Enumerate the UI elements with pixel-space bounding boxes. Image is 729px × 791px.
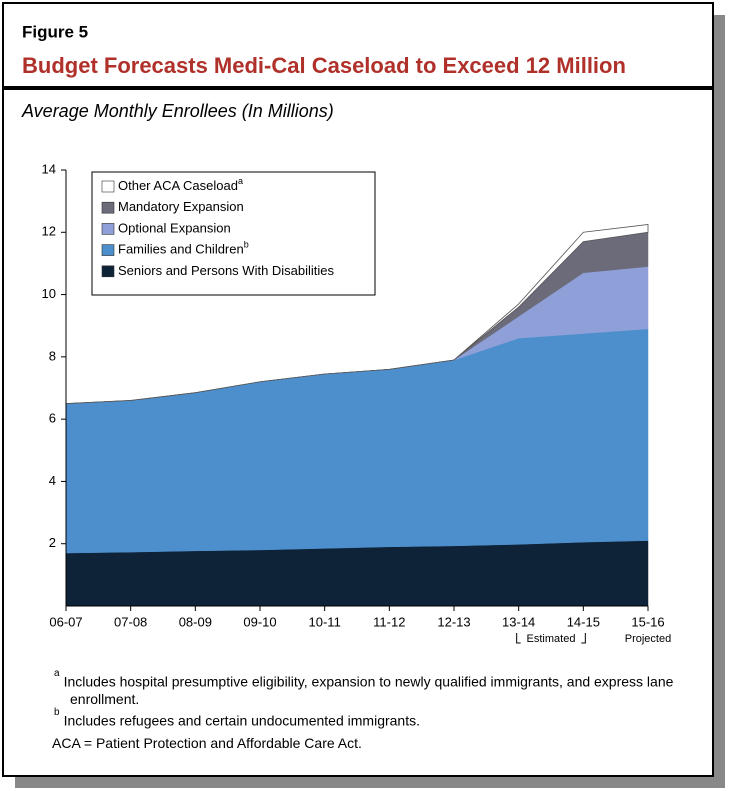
y-tick-label: 12: [42, 224, 56, 239]
x-tick-label: 14-15: [567, 614, 600, 629]
footnote-marker: a: [54, 668, 60, 679]
x-tick-label: 13-14: [502, 614, 535, 629]
period-label: Projected: [625, 633, 671, 645]
x-tick-label: 06-07: [49, 614, 82, 629]
x-tick-label: 09-10: [243, 614, 276, 629]
x-tick-label: 15-16: [631, 614, 664, 629]
legend-swatch: [101, 244, 115, 256]
footnote-marker: b: [54, 707, 60, 718]
y-tick-label: 8: [49, 348, 56, 363]
legend-name: Families and Children: [118, 242, 244, 257]
legend-box: [91, 171, 376, 296]
x-tick-label: 10-11: [309, 614, 341, 629]
legend-name: Other ACA Caseload: [118, 178, 238, 193]
chart-title: Budget Forecasts Medi-Cal Caseload to Ex…: [22, 53, 626, 78]
legend-label: Optional Expansion: [118, 221, 231, 236]
plot: 2 4 6 8 10 12 14 06-07 07-08 08-09 09-10 10-11 11-12…: [42, 161, 672, 644]
x-tick-label: 07-08: [114, 614, 147, 629]
y-tick-label: 10: [42, 286, 56, 301]
note: ACA = Patient Protection and Affordable …: [52, 735, 362, 751]
area: [65, 224, 649, 404]
legend-swatch: [101, 265, 115, 278]
legend-label: Seniors and Persons With Disabilities: [118, 263, 335, 278]
legend-swatch: [101, 201, 115, 214]
footnote: bIncludes refugees and certain undocumen…: [54, 707, 680, 730]
legend-name: Mandatory Expansion: [118, 200, 244, 215]
legend-footnote: b: [244, 240, 249, 250]
y-tick-label: 4: [49, 473, 56, 488]
x-tick-label: 08-09: [179, 614, 212, 629]
figure-label: Figure 5: [22, 22, 88, 41]
legend-footnote: a: [238, 176, 243, 186]
subtitle: Average Monthly Enrollees (In Millions): [21, 101, 334, 121]
legend-swatch: [101, 223, 115, 235]
footnote-text: Includes refugees and certain undocument…: [63, 712, 420, 729]
legend-label: Other ACA Caseloada: [118, 176, 243, 193]
legend-label: Mandatory Expansion: [118, 200, 244, 215]
y-tick-label: 14: [42, 161, 56, 176]
x-tick-label: 12-13: [437, 614, 470, 629]
x-tick-label: 11-12: [373, 614, 405, 629]
y-tick-label: 2: [49, 535, 56, 550]
legend-swatch: [101, 180, 115, 193]
y-tick-label: 6: [49, 411, 56, 426]
period-label: Estimated: [527, 633, 576, 645]
legend-name: Seniors and Persons With Disabilities: [118, 263, 335, 278]
divider: [3, 86, 713, 90]
footnote: aIncludes hospital presumptive eligibili…: [54, 668, 680, 708]
footnote-text: Includes hospital presumptive eligibilit…: [63, 673, 674, 707]
legend-name: Optional Expansion: [118, 221, 231, 236]
bracket: [516, 633, 586, 644]
legend-label: Families and Childrenb: [118, 240, 249, 257]
